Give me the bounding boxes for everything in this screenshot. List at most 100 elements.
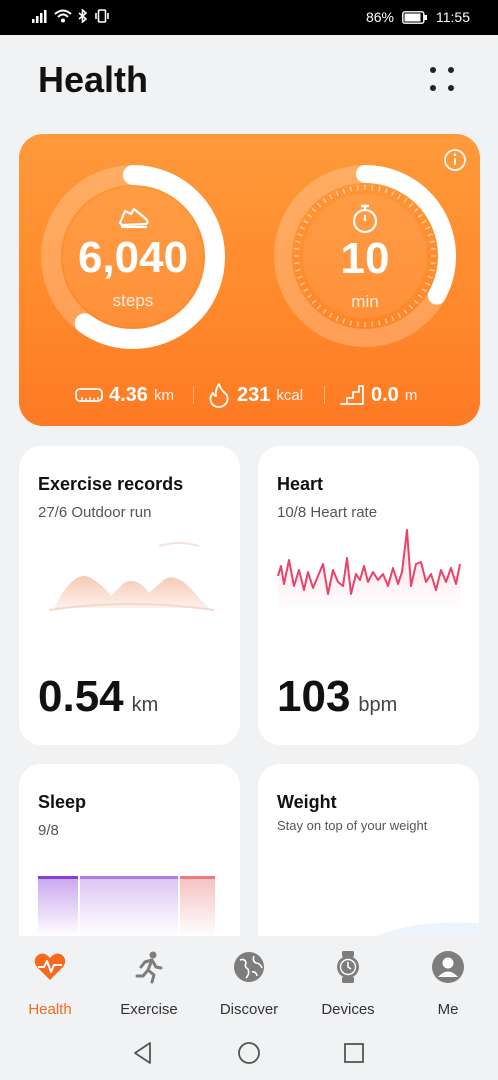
status-bar: 86% 11:55 bbox=[0, 0, 498, 35]
recent-apps-icon[interactable] bbox=[341, 1040, 367, 1066]
exercise-distance: 0.54 km bbox=[38, 672, 158, 722]
ring-tick bbox=[303, 288, 309, 293]
heart-subtitle: 10/8 Heart rate bbox=[277, 504, 377, 521]
battery-icon bbox=[402, 10, 427, 24]
ring-tick bbox=[421, 288, 427, 293]
ring-tick bbox=[371, 321, 374, 327]
clock: 11:55 bbox=[436, 9, 470, 25]
ring-tick bbox=[335, 316, 339, 322]
climb-unit: m bbox=[404, 386, 418, 404]
ring-tick bbox=[384, 318, 388, 324]
ring-tick bbox=[322, 308, 327, 314]
ring-tick bbox=[303, 219, 309, 224]
nav-discover[interactable]: Discover bbox=[199, 950, 299, 1018]
nav-discover-label: Discover bbox=[219, 1001, 279, 1018]
activity-stats-row: 4.36 km 231 kcal 0.0 m bbox=[19, 380, 480, 410]
ring-tick bbox=[417, 294, 423, 299]
ring-tick bbox=[342, 318, 346, 324]
ring-tick bbox=[356, 185, 359, 191]
bottom-navigation: Health Exercise Discover Devices Me bbox=[0, 936, 498, 1028]
calories-unit: kcal bbox=[276, 386, 304, 404]
sleep-stages-chart bbox=[38, 876, 215, 936]
nav-exercise[interactable]: Exercise bbox=[99, 950, 199, 1018]
heart-card[interactable]: Heart 10/8 Heart rate 103 bpm bbox=[258, 446, 479, 745]
calories-value: 231 bbox=[237, 383, 271, 406]
stat-divider bbox=[193, 386, 194, 404]
flame-icon bbox=[209, 383, 229, 408]
ring-tick bbox=[378, 186, 381, 192]
active-time-ring[interactable]: 10 min bbox=[269, 160, 461, 352]
info-icon[interactable] bbox=[443, 148, 467, 172]
nav-me[interactable]: Me bbox=[398, 950, 498, 1018]
nav-health[interactable]: Health bbox=[0, 950, 100, 1018]
distance-unit: km bbox=[153, 386, 174, 404]
sleep-card[interactable]: Sleep 9/8 bbox=[19, 764, 240, 964]
distance-stat: 4.36 km bbox=[75, 380, 174, 410]
stopwatch-icon bbox=[352, 204, 378, 234]
heart-rate-unit: bpm bbox=[358, 694, 398, 716]
steps-ring-graphic bbox=[41, 165, 225, 349]
signal-icon bbox=[32, 10, 47, 23]
system-navigation-bar bbox=[0, 1028, 498, 1080]
distance-value: 4.36 bbox=[109, 383, 148, 406]
shoe-icon bbox=[118, 207, 149, 229]
ring-tick bbox=[425, 226, 431, 230]
heart-title: Heart bbox=[277, 474, 324, 494]
weight-title: Weight bbox=[277, 792, 337, 812]
back-icon[interactable] bbox=[130, 1040, 156, 1066]
wifi-icon bbox=[54, 9, 72, 23]
ring-tick bbox=[408, 202, 414, 208]
exercise-type: Outdoor run bbox=[71, 504, 152, 521]
ring-tick bbox=[417, 213, 423, 218]
exercise-records-title: Exercise records bbox=[38, 474, 184, 494]
ring-tick bbox=[427, 233, 433, 237]
ring-tick bbox=[307, 213, 313, 218]
nav-devices-label: Devices bbox=[321, 1001, 375, 1018]
ring-tick bbox=[342, 188, 346, 194]
sleep-title: Sleep bbox=[38, 792, 87, 812]
ring-tick bbox=[429, 269, 435, 272]
ring-tick bbox=[328, 194, 333, 200]
mountains-illustration bbox=[49, 542, 215, 611]
ring-tick bbox=[403, 308, 408, 314]
ring-tick bbox=[311, 207, 317, 213]
ring-tick bbox=[295, 269, 301, 272]
ring-tick bbox=[397, 194, 402, 200]
ring-tick bbox=[335, 190, 339, 196]
ring-tick bbox=[295, 240, 301, 243]
ring-tick bbox=[297, 275, 303, 279]
ring-tick bbox=[299, 282, 305, 286]
ring-tick bbox=[427, 275, 433, 279]
home-icon[interactable] bbox=[236, 1040, 262, 1066]
more-options-button[interactable] bbox=[424, 63, 460, 95]
bluetooth-icon bbox=[78, 9, 88, 23]
ring-tick bbox=[429, 240, 435, 243]
activity-summary-card[interactable]: 6,040 steps 10 min 4.36 km bbox=[19, 134, 480, 426]
running-icon bbox=[135, 951, 163, 984]
exercise-records-subtitle: 27/6 Outdoor run bbox=[38, 504, 151, 521]
stat-divider bbox=[324, 386, 325, 404]
exercise-distance-value: 0.54 bbox=[38, 672, 124, 721]
nav-me-label: Me bbox=[437, 1001, 459, 1018]
nav-devices[interactable]: Devices bbox=[298, 950, 398, 1018]
ring-tick bbox=[408, 304, 414, 310]
ring-tick bbox=[391, 190, 395, 196]
steps-unit: steps bbox=[112, 291, 154, 310]
weight-card[interactable]: Weight Stay on top of your weight bbox=[258, 764, 479, 964]
ring-tick bbox=[430, 247, 436, 250]
watch-icon bbox=[337, 951, 359, 983]
steps-ring[interactable]: 6,040 steps bbox=[37, 161, 229, 353]
climb-stat: 0.0 m bbox=[339, 380, 417, 410]
stairs-icon bbox=[340, 385, 364, 405]
exercise-records-card[interactable]: Exercise records 27/6 Outdoor run 0.54 k… bbox=[19, 446, 240, 745]
ring-tick bbox=[297, 233, 303, 237]
page-title: Health bbox=[38, 59, 149, 100]
ring-tick bbox=[349, 320, 352, 326]
nav-exercise-label: Exercise bbox=[120, 1001, 178, 1018]
ring-tick bbox=[397, 312, 402, 318]
ring-tick bbox=[294, 262, 300, 265]
nav-health-label: Health bbox=[28, 1001, 72, 1018]
ring-tick bbox=[421, 219, 427, 224]
heart-date: 10/8 bbox=[277, 504, 307, 521]
ring-tick bbox=[430, 262, 436, 265]
